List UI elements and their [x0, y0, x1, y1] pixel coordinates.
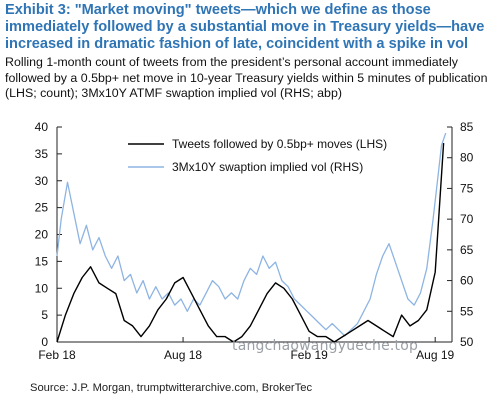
left-tick-label: 15 — [35, 254, 49, 268]
right-tick-label: 55 — [460, 304, 474, 318]
vol-series-line — [56, 132, 447, 337]
left-tick-label: 35 — [35, 147, 49, 161]
x-tick-label: Aug 19 — [416, 348, 454, 362]
left-tick-label: 0 — [41, 335, 48, 349]
line-chart: 0 5 10 15 20 25 30 35 40 50 55 60 65 70 75 80 85 Feb 18 Au… — [35, 120, 474, 362]
x-tick-label: Feb 18 — [38, 348, 76, 362]
left-tick-label: 20 — [35, 228, 49, 242]
right-tick-label: 70 — [460, 212, 474, 226]
right-tick-label: 80 — [460, 151, 474, 165]
left-tick-label: 40 — [35, 120, 49, 134]
left-tick-label: 10 — [35, 281, 49, 295]
x-tick-label: Aug 18 — [164, 348, 202, 362]
right-tick-label: 50 — [460, 335, 474, 349]
source-note: Source: J.P. Morgan, trumptwitterarchive… — [30, 382, 313, 394]
chart-subtitle: Rolling 1-month count of tweets from the… — [5, 55, 488, 100]
right-tick-label: 65 — [460, 243, 474, 257]
legend-label-vol: 3Mx10Y swaption implied vol (RHS) — [172, 160, 363, 174]
legend-label-tweets: Tweets followed by 0.5bp+ moves (LHS) — [172, 137, 387, 151]
right-tick-label: 85 — [460, 120, 474, 134]
x-tick-label: Feb 19 — [290, 348, 328, 362]
left-tick-label: 30 — [35, 174, 49, 188]
tweets-series-line — [56, 143, 445, 343]
right-tick-label: 75 — [460, 181, 474, 195]
left-tick-label: 5 — [41, 308, 48, 322]
exhibit-title: Exhibit 3: "Market moving" tweets—which … — [5, 2, 485, 52]
watermark-text: tangchaowangyueche.top — [232, 338, 419, 354]
left-tick-label: 25 — [35, 201, 49, 215]
right-tick-label: 60 — [460, 274, 474, 288]
